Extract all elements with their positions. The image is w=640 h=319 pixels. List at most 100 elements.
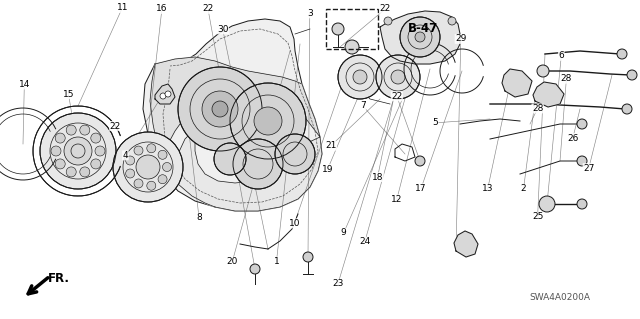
Text: 11: 11 xyxy=(116,4,128,12)
Circle shape xyxy=(125,156,134,165)
Circle shape xyxy=(577,199,587,209)
Circle shape xyxy=(577,156,587,166)
Circle shape xyxy=(338,55,382,99)
Text: 6: 6 xyxy=(559,51,564,60)
Circle shape xyxy=(202,91,238,127)
Polygon shape xyxy=(175,134,322,211)
Circle shape xyxy=(622,104,632,114)
Circle shape xyxy=(134,179,143,188)
Text: 2: 2 xyxy=(521,184,526,193)
Text: 13: 13 xyxy=(482,184,493,193)
Circle shape xyxy=(113,132,183,202)
Text: 20: 20 xyxy=(227,257,238,266)
Polygon shape xyxy=(150,57,320,154)
Circle shape xyxy=(80,125,90,135)
Circle shape xyxy=(91,159,100,169)
Circle shape xyxy=(537,65,549,77)
Text: 17: 17 xyxy=(415,184,427,193)
Polygon shape xyxy=(502,69,532,97)
Circle shape xyxy=(230,83,306,159)
Circle shape xyxy=(345,40,359,54)
Circle shape xyxy=(158,175,167,184)
Text: 15: 15 xyxy=(63,90,74,99)
Circle shape xyxy=(303,252,313,262)
Circle shape xyxy=(64,137,92,165)
Text: 27: 27 xyxy=(583,164,595,173)
Text: 29: 29 xyxy=(455,34,467,43)
Circle shape xyxy=(212,101,228,117)
Text: 22: 22 xyxy=(380,4,391,13)
Text: 4: 4 xyxy=(123,151,128,160)
Circle shape xyxy=(233,139,283,189)
Circle shape xyxy=(160,93,166,99)
Circle shape xyxy=(617,49,627,59)
Circle shape xyxy=(178,67,262,151)
Text: 22: 22 xyxy=(109,122,121,130)
Text: 28: 28 xyxy=(561,74,572,83)
Polygon shape xyxy=(380,11,460,64)
Text: 16: 16 xyxy=(156,4,168,13)
Circle shape xyxy=(134,146,143,155)
Polygon shape xyxy=(454,231,478,257)
Circle shape xyxy=(66,167,76,177)
Text: FR.: FR. xyxy=(48,272,70,286)
Circle shape xyxy=(384,17,392,25)
Circle shape xyxy=(51,146,61,156)
Circle shape xyxy=(80,167,90,177)
Circle shape xyxy=(158,150,167,159)
Circle shape xyxy=(40,113,116,189)
Text: 18: 18 xyxy=(372,173,383,182)
Circle shape xyxy=(448,17,456,25)
Text: 14: 14 xyxy=(19,80,30,89)
Circle shape xyxy=(275,134,315,174)
Text: 19: 19 xyxy=(322,165,333,174)
Circle shape xyxy=(353,70,367,84)
Circle shape xyxy=(400,17,440,57)
Circle shape xyxy=(55,133,65,143)
Circle shape xyxy=(163,162,172,172)
Circle shape xyxy=(95,146,105,156)
Circle shape xyxy=(91,133,100,143)
Circle shape xyxy=(214,143,246,175)
Text: B-47: B-47 xyxy=(408,23,438,35)
Circle shape xyxy=(391,70,405,84)
Text: 30: 30 xyxy=(217,25,228,34)
Circle shape xyxy=(415,32,425,42)
Text: 21: 21 xyxy=(325,141,337,150)
Polygon shape xyxy=(155,84,175,104)
Text: 1: 1 xyxy=(274,257,279,266)
Text: 7: 7 xyxy=(360,101,365,110)
Text: 23: 23 xyxy=(332,279,344,288)
Circle shape xyxy=(250,264,260,274)
Circle shape xyxy=(66,125,76,135)
Text: 25: 25 xyxy=(532,212,543,221)
Circle shape xyxy=(55,159,65,169)
Circle shape xyxy=(125,169,134,178)
Text: 28: 28 xyxy=(532,104,543,113)
Polygon shape xyxy=(143,19,322,211)
Text: 22: 22 xyxy=(202,4,214,13)
Circle shape xyxy=(415,156,425,166)
Circle shape xyxy=(147,181,156,190)
Text: 9: 9 xyxy=(341,228,346,237)
Circle shape xyxy=(332,23,344,35)
Text: 26: 26 xyxy=(567,134,579,143)
Circle shape xyxy=(627,70,637,80)
Circle shape xyxy=(165,91,171,97)
Text: SWA4A0200A: SWA4A0200A xyxy=(529,293,591,301)
Text: 5: 5 xyxy=(433,118,438,127)
Text: 3: 3 xyxy=(307,9,312,18)
Circle shape xyxy=(539,196,555,212)
Polygon shape xyxy=(533,82,564,107)
Circle shape xyxy=(376,55,420,99)
Text: 10: 10 xyxy=(289,219,300,228)
Bar xyxy=(326,9,378,49)
Circle shape xyxy=(136,155,160,179)
Circle shape xyxy=(147,144,156,153)
Circle shape xyxy=(254,107,282,135)
Text: 22: 22 xyxy=(391,92,403,101)
Circle shape xyxy=(577,119,587,129)
Text: 12: 12 xyxy=(391,195,403,204)
Text: 8: 8 xyxy=(196,213,202,222)
Text: 24: 24 xyxy=(359,237,371,246)
